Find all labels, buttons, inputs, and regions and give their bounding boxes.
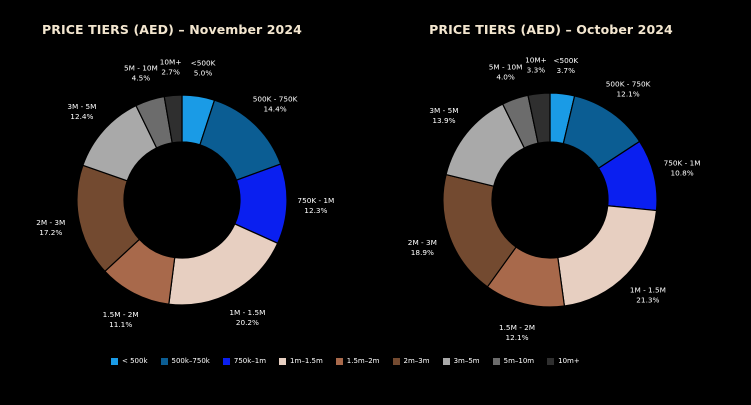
slice-value: 3.3% — [527, 66, 546, 75]
donut-slice — [168, 223, 279, 306]
slice-label: 750K - 1M — [664, 159, 701, 168]
slice-value: 4.0% — [496, 72, 515, 81]
slice-value: 4.5% — [132, 73, 151, 82]
legend-item: 1.5m–2m — [335, 357, 380, 365]
slice-label: 1M - 1.5M — [630, 285, 666, 294]
slice-value: 10.8% — [671, 169, 694, 178]
legend-label: 3m–5m — [453, 357, 480, 365]
slice-value: 21.3% — [636, 295, 659, 304]
slice-label: 2M - 3M — [408, 238, 437, 247]
legend-label: 2m–3m — [403, 357, 430, 365]
slice-value: 12.3% — [304, 206, 327, 215]
slice-value: 3.7% — [556, 66, 575, 75]
slice-label: 750K - 1M — [297, 196, 334, 205]
slice-label: 3M - 5M — [429, 106, 458, 115]
slice-value: 13.9% — [432, 116, 455, 125]
legend-item: 10m+ — [547, 357, 580, 365]
slice-label: 10M+ — [160, 57, 182, 66]
legend-item: 500k–750k — [160, 357, 210, 365]
legend-swatch — [392, 357, 400, 365]
slice-label: <500K — [553, 56, 578, 65]
slice-label: 1.5M - 2M — [499, 323, 535, 332]
legend-item: < 500k — [111, 357, 148, 365]
legend-swatch — [492, 357, 500, 365]
slice-value: 18.9% — [411, 248, 434, 257]
slice-label: 500K - 750K — [253, 95, 298, 104]
legend-item: 750k–1m — [222, 357, 267, 365]
legend-swatch — [547, 357, 555, 365]
slice-label: 5M - 10M — [124, 63, 158, 72]
legend-item: 3m–5m — [442, 357, 480, 365]
chart-title-october: PRICE TIERS (AED) – October 2024 — [429, 22, 673, 37]
legend-label: 500k–750k — [171, 357, 210, 365]
legend-label: 1m–1.5m — [290, 357, 323, 365]
slice-value: 14.4% — [264, 105, 287, 114]
legend-item: 2m–3m — [392, 357, 430, 365]
slice-label: 5M - 10M — [489, 62, 523, 71]
slice-label: 1.5M - 2M — [103, 310, 139, 319]
legend-label: < 500k — [122, 357, 148, 365]
slice-label: <500K — [191, 59, 216, 68]
donut-slice — [527, 92, 551, 144]
slice-label: 1M - 1.5M — [229, 308, 265, 317]
slice-value: 12.1% — [505, 333, 528, 342]
slice-value: 12.1% — [617, 90, 640, 99]
legend-swatch — [222, 357, 230, 365]
slice-value: 2.7% — [161, 67, 180, 76]
legend-swatch — [335, 357, 343, 365]
legend-label: 10m+ — [558, 357, 580, 365]
slice-value: 20.2% — [236, 318, 259, 327]
legend-item: 5m–10m — [492, 357, 535, 365]
slice-label: 2M - 3M — [36, 218, 65, 227]
legend-label: 1.5m–2m — [346, 357, 380, 365]
legend-swatch — [279, 357, 287, 365]
legend-label: 750k–1m — [233, 357, 267, 365]
chart-title-november: PRICE TIERS (AED) – November 2024 — [42, 22, 302, 37]
slice-value: 5.0% — [194, 69, 213, 78]
legend: < 500k 500k–750k 750k–1m 1m–1.5m 1.5m–2m 2m–3… — [111, 357, 593, 365]
slice-label: 3M - 5M — [67, 102, 96, 111]
slice-label: 10M+ — [525, 56, 547, 65]
slice-value: 11.1% — [109, 320, 132, 329]
donut-slice — [163, 94, 183, 144]
legend-swatch — [160, 357, 168, 365]
legend-item: 1m–1.5m — [279, 357, 323, 365]
legend-swatch — [442, 357, 450, 365]
slice-value: 17.2% — [39, 228, 62, 237]
slice-value: 12.4% — [70, 112, 93, 121]
legend-swatch — [111, 357, 118, 365]
legend-label: 5m–10m — [503, 357, 535, 365]
slice-label: 500K - 750K — [606, 80, 651, 89]
